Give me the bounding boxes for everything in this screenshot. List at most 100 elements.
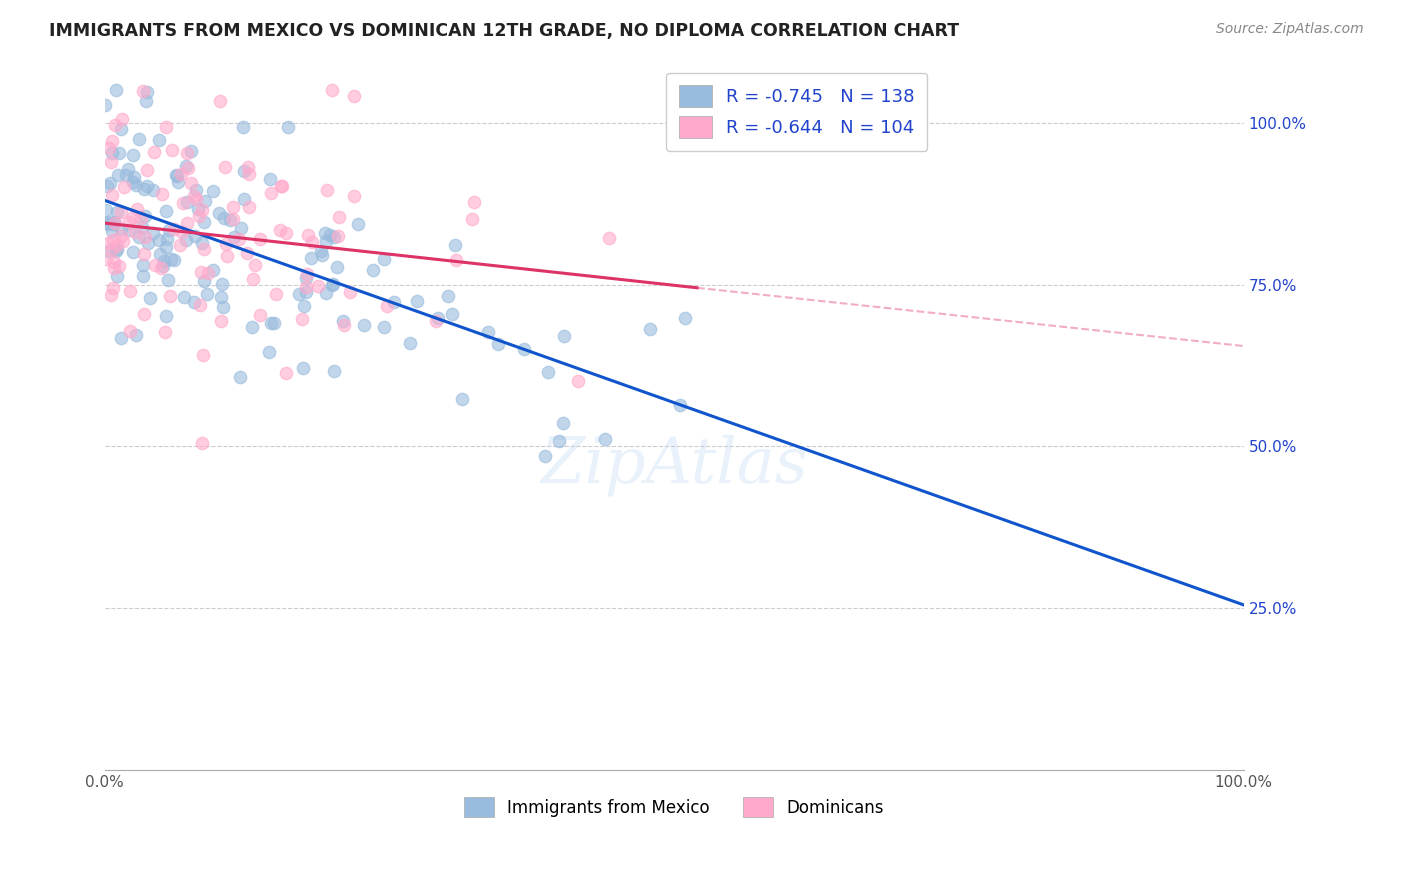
Point xyxy=(94,216,117,230)
Point xyxy=(463,195,485,210)
Point xyxy=(155,203,177,218)
Point xyxy=(183,294,205,309)
Point xyxy=(122,244,145,259)
Point xyxy=(598,231,620,245)
Point xyxy=(534,449,557,463)
Point xyxy=(339,285,361,299)
Point xyxy=(249,232,271,246)
Point xyxy=(157,273,180,287)
Point xyxy=(108,146,131,161)
Point xyxy=(361,263,384,277)
Point xyxy=(243,258,266,272)
Point xyxy=(142,183,165,197)
Point xyxy=(229,370,252,384)
Point xyxy=(103,216,125,230)
Point xyxy=(274,226,297,240)
Point xyxy=(322,277,344,291)
Point xyxy=(155,325,177,339)
Point xyxy=(138,235,160,250)
Point xyxy=(193,215,215,229)
Point xyxy=(425,314,447,328)
Point xyxy=(124,225,146,239)
Point xyxy=(295,270,318,285)
Point xyxy=(547,434,569,449)
Point xyxy=(155,240,177,254)
Text: Source: ZipAtlas.com: Source: ZipAtlas.com xyxy=(1216,22,1364,37)
Point xyxy=(176,195,198,210)
Point xyxy=(295,280,318,294)
Point xyxy=(150,260,173,275)
Point xyxy=(163,253,186,268)
Point xyxy=(107,168,129,182)
Point xyxy=(105,244,128,259)
Point xyxy=(297,227,319,242)
Point xyxy=(315,234,337,248)
Point xyxy=(537,365,560,379)
Point xyxy=(122,147,145,161)
Point xyxy=(188,298,211,312)
Point xyxy=(222,211,245,226)
Point xyxy=(110,122,132,136)
Point xyxy=(101,217,124,231)
Point xyxy=(191,236,214,251)
Point xyxy=(176,216,198,230)
Point xyxy=(347,217,370,231)
Point xyxy=(122,175,145,189)
Point xyxy=(384,294,406,309)
Point xyxy=(209,290,232,304)
Point xyxy=(513,342,536,356)
Point xyxy=(172,196,194,211)
Point xyxy=(208,205,231,219)
Point xyxy=(176,146,198,161)
Point xyxy=(191,202,214,217)
Point xyxy=(159,288,181,302)
Point xyxy=(187,202,209,217)
Point xyxy=(288,287,311,301)
Point xyxy=(115,168,138,182)
Point xyxy=(125,178,148,192)
Point xyxy=(673,310,696,325)
Point xyxy=(446,253,468,268)
Point xyxy=(183,189,205,203)
Point xyxy=(486,337,509,351)
Point xyxy=(128,132,150,146)
Point xyxy=(165,168,187,182)
Point xyxy=(153,253,176,268)
Point xyxy=(316,183,339,197)
Point xyxy=(326,228,349,243)
Point xyxy=(242,319,264,334)
Point xyxy=(101,242,124,256)
Point xyxy=(315,285,337,300)
Point xyxy=(353,318,375,332)
Point xyxy=(110,228,132,243)
Point xyxy=(249,309,271,323)
Point xyxy=(101,281,124,295)
Point xyxy=(292,299,315,313)
Point xyxy=(122,211,145,225)
Point xyxy=(222,230,245,244)
Point xyxy=(105,269,128,284)
Point xyxy=(193,242,215,256)
Point xyxy=(211,277,233,292)
Point xyxy=(131,258,153,272)
Point xyxy=(214,211,236,225)
Point xyxy=(292,361,315,376)
Point xyxy=(155,309,177,323)
Point xyxy=(257,345,280,359)
Point xyxy=(98,141,121,155)
Point xyxy=(125,328,148,343)
Point xyxy=(321,277,343,292)
Point xyxy=(132,307,155,321)
Point xyxy=(228,232,250,246)
Point xyxy=(97,217,120,231)
Point xyxy=(155,120,177,135)
Point xyxy=(201,263,224,277)
Point xyxy=(328,210,350,224)
Point xyxy=(131,219,153,234)
Point xyxy=(105,205,128,219)
Point xyxy=(160,143,183,157)
Point xyxy=(332,318,354,332)
Point xyxy=(98,176,121,190)
Point xyxy=(142,226,165,240)
Point xyxy=(105,83,128,97)
